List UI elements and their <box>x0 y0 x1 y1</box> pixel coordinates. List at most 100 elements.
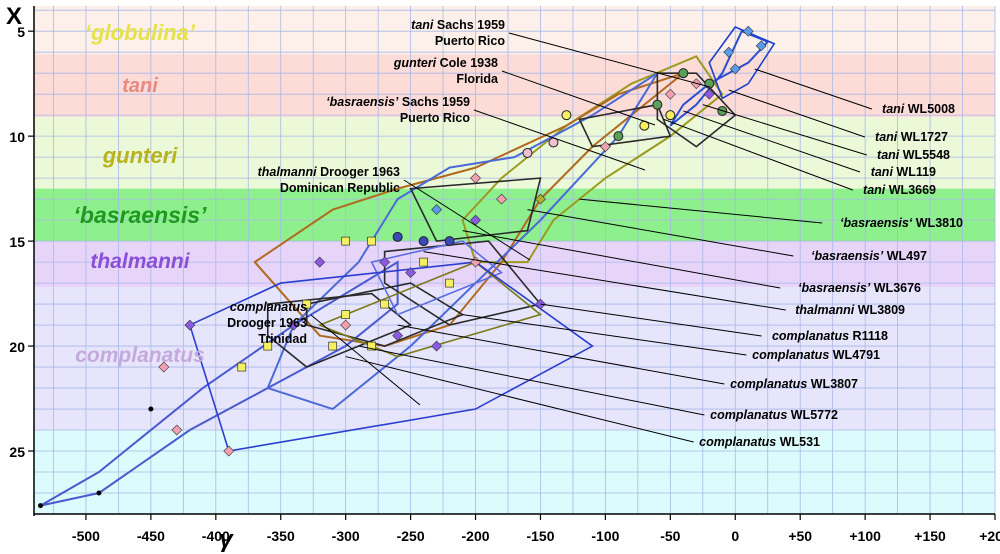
leader-line <box>540 303 762 337</box>
sample-label: tani WL3669 <box>863 183 936 197</box>
leader-line <box>501 70 656 126</box>
square-marker <box>263 341 273 351</box>
sample-hull <box>383 240 542 326</box>
sample-label: complanatus R1118 <box>772 329 888 343</box>
zone-bands <box>34 6 995 514</box>
square-marker <box>419 257 428 267</box>
x-axis-title: γ <box>219 526 234 553</box>
population-label-line2: Florida <box>456 72 499 86</box>
square-marker <box>328 341 338 351</box>
population-label: ‘basraensis’ Sachs 1959 <box>326 95 470 109</box>
zone-band <box>34 117 995 189</box>
leader-line <box>462 230 781 289</box>
square-marker <box>380 299 389 309</box>
diamond-marker <box>379 256 391 268</box>
circle-marker <box>418 236 429 247</box>
leader-line <box>473 109 646 171</box>
x-tick-label: -200 <box>462 528 490 544</box>
diamond-marker <box>431 204 443 216</box>
sample-hull <box>409 177 542 242</box>
sample-label: ‘basraensis‘ WL3810 <box>840 216 963 230</box>
sample-label: tani WL5548 <box>877 148 950 162</box>
diamond-marker <box>599 141 611 153</box>
zone-label: thalmanni <box>90 250 190 273</box>
sample-label: ‘basraensis’ WL497 <box>811 249 927 263</box>
x-tick-label: -100 <box>591 528 619 544</box>
leader-line <box>702 104 867 156</box>
population-hull <box>253 72 684 348</box>
x-tick-label: -50 <box>660 528 680 544</box>
x-tick-label: +150 <box>914 528 946 544</box>
zone-band <box>34 241 995 288</box>
population-label-line2: Dominican Republic <box>280 181 400 195</box>
sample-label: complanatus WL531 <box>699 435 820 449</box>
square-marker <box>341 236 351 246</box>
diamond-marker <box>184 319 196 331</box>
leader-line <box>754 68 872 110</box>
zone-band <box>34 287 995 431</box>
leader-line <box>683 110 861 173</box>
x-tick-label: +50 <box>788 528 812 544</box>
square-marker <box>237 362 247 372</box>
population-label: thalmanni Drooger 1963 <box>258 165 400 179</box>
leader-line <box>663 118 853 191</box>
x-tick-label: 0 <box>731 528 739 544</box>
diamond-marker <box>742 25 754 37</box>
zone-label: gunteri <box>102 143 178 168</box>
leader-line <box>527 209 794 257</box>
zone-label: ‘globulina’ <box>85 20 196 45</box>
diamond-marker <box>223 445 235 457</box>
leader-line <box>423 251 786 311</box>
x-tick-label: -250 <box>397 528 425 544</box>
circle-marker <box>665 110 676 121</box>
diamond-marker <box>723 46 735 58</box>
circle-marker <box>652 99 663 110</box>
circle-marker <box>678 68 689 79</box>
diamond-marker <box>729 63 741 75</box>
x-tick-label: -500 <box>72 528 100 544</box>
population-label-line2: Puerto Rico <box>435 34 506 48</box>
leader-line <box>579 198 823 224</box>
sample-label: tani WL5008 <box>882 102 955 116</box>
diamond-marker <box>288 319 300 331</box>
dot-marker <box>148 406 154 412</box>
sample-label: tani WL1727 <box>875 130 948 144</box>
circle-marker <box>613 131 624 142</box>
sample-label: complanatus WL3807 <box>730 377 858 391</box>
diamond-marker <box>496 193 507 205</box>
circle-marker <box>392 231 403 242</box>
population-label-line2: Drooger 1963 <box>227 316 307 330</box>
annotations: tani Sachs 1959 Puerto Rico gunteri Cole 1… <box>227 18 963 449</box>
leader-line <box>358 345 705 416</box>
leader-line <box>462 314 747 356</box>
x-tick-label: +100 <box>849 528 881 544</box>
y-tick-label: 5 <box>17 24 25 40</box>
circle-marker <box>522 147 533 158</box>
zone-band <box>34 6 995 55</box>
y-tick-label: 20 <box>9 339 25 355</box>
population-label-line2: Puerto Rico <box>400 111 471 125</box>
x-tick-label: -150 <box>526 528 554 544</box>
square-marker <box>341 310 351 319</box>
sample-label: complanatus WL5772 <box>710 408 838 422</box>
zone-label: complanatus <box>75 344 205 367</box>
sample-label: complanatus WL4791 <box>752 348 880 362</box>
sample-hull <box>656 72 737 148</box>
population-label: complanatus <box>230 300 307 314</box>
sample-hull <box>708 26 776 100</box>
population-label-line3: Trinidad <box>258 332 307 346</box>
leader-line <box>508 32 711 88</box>
zone-label: ‘basraensis’ <box>74 202 208 228</box>
diamond-marker <box>340 319 352 331</box>
leader-line <box>345 356 694 443</box>
leader-lines <box>310 32 872 443</box>
diamond-marker <box>431 340 443 352</box>
x-tick-label: -450 <box>137 528 165 544</box>
circle-marker <box>561 110 572 121</box>
gridlines <box>34 6 996 515</box>
diamond-marker <box>470 172 481 184</box>
diamond-marker <box>171 424 183 436</box>
y-axis-title: X <box>6 3 22 30</box>
sample-label: tani WL119 <box>871 165 936 179</box>
